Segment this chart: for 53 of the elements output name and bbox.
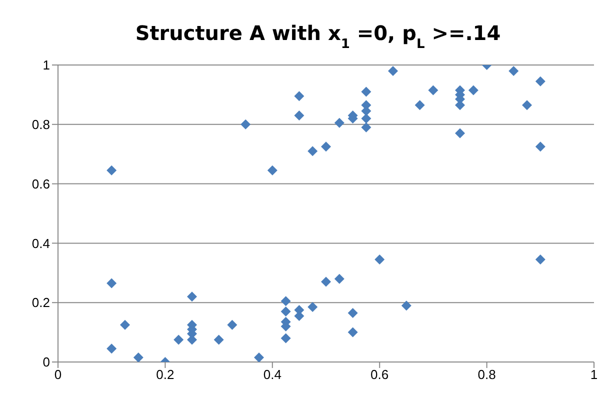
x-tick-label: 0.2 [156,367,174,382]
point [254,352,264,362]
point [280,306,291,317]
point [321,142,331,152]
y-tick-label: 0.4 [32,236,50,251]
point [294,91,304,102]
point [535,254,546,265]
y-tick-label: 0.2 [32,295,50,310]
y-tick-label: 0 [42,354,50,370]
point [120,320,130,330]
point [240,119,251,130]
point [308,146,318,156]
x-tick-label: 0 [54,367,62,382]
point [401,300,412,311]
point [214,334,224,345]
point [374,254,385,265]
point [348,327,358,338]
point [535,76,546,86]
point [361,122,372,132]
point [334,118,344,128]
point [174,334,184,345]
point [280,296,291,306]
point [227,320,238,330]
point [388,66,398,76]
point [106,165,117,176]
point [106,344,117,354]
point [334,274,344,284]
point [267,165,278,176]
point [361,113,372,124]
point [294,110,304,120]
point [361,86,372,97]
x-tick-label: 1 [590,367,598,382]
point [133,352,144,362]
point [468,85,478,96]
point [321,276,331,287]
point [522,100,532,110]
point [535,142,546,152]
y-tick-label: 1 [42,58,50,73]
point [187,292,197,302]
point [508,66,519,76]
point [428,85,438,96]
point [348,308,358,318]
point [455,128,465,138]
x-tick-label: 0.6 [370,367,389,382]
x-tick-label: 0.8 [478,367,496,382]
point [308,302,318,312]
y-tick-label: 0.8 [32,117,50,132]
point [280,333,291,344]
chart-title: Structure A with x$_{1}$ =0, p$_{L}$ >=.14 [135,21,501,52]
point [414,100,425,110]
y-tick-label: 0.6 [32,176,50,192]
x-tick-label: 0.4 [263,367,282,382]
point [106,278,117,288]
